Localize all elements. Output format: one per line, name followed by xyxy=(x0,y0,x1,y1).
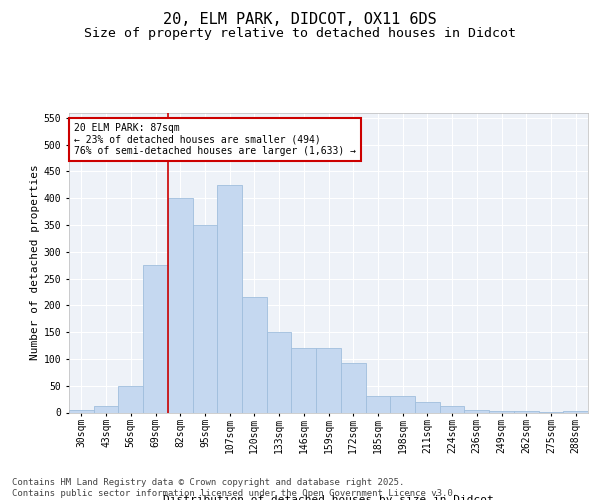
Y-axis label: Number of detached properties: Number of detached properties xyxy=(29,164,40,360)
Bar xyxy=(341,362,365,412)
Bar xyxy=(464,410,489,412)
Bar xyxy=(365,396,390,412)
Bar xyxy=(118,386,143,412)
Bar xyxy=(316,348,341,412)
Bar xyxy=(440,406,464,412)
Text: 20, ELM PARK, DIDCOT, OX11 6DS: 20, ELM PARK, DIDCOT, OX11 6DS xyxy=(163,12,437,28)
Bar xyxy=(143,265,168,412)
Bar xyxy=(292,348,316,412)
Text: 20 ELM PARK: 87sqm
← 23% of detached houses are smaller (494)
76% of semi-detach: 20 ELM PARK: 87sqm ← 23% of detached hou… xyxy=(74,123,356,156)
X-axis label: Distribution of detached houses by size in Didcot: Distribution of detached houses by size … xyxy=(163,495,494,500)
Text: Size of property relative to detached houses in Didcot: Size of property relative to detached ho… xyxy=(84,28,516,40)
Bar xyxy=(168,198,193,412)
Bar xyxy=(69,410,94,412)
Bar xyxy=(193,225,217,412)
Text: Contains HM Land Registry data © Crown copyright and database right 2025.
Contai: Contains HM Land Registry data © Crown c… xyxy=(12,478,458,498)
Bar xyxy=(217,185,242,412)
Bar xyxy=(390,396,415,412)
Bar xyxy=(267,332,292,412)
Bar xyxy=(415,402,440,412)
Bar xyxy=(242,298,267,412)
Bar xyxy=(94,406,118,412)
Bar xyxy=(489,411,514,412)
